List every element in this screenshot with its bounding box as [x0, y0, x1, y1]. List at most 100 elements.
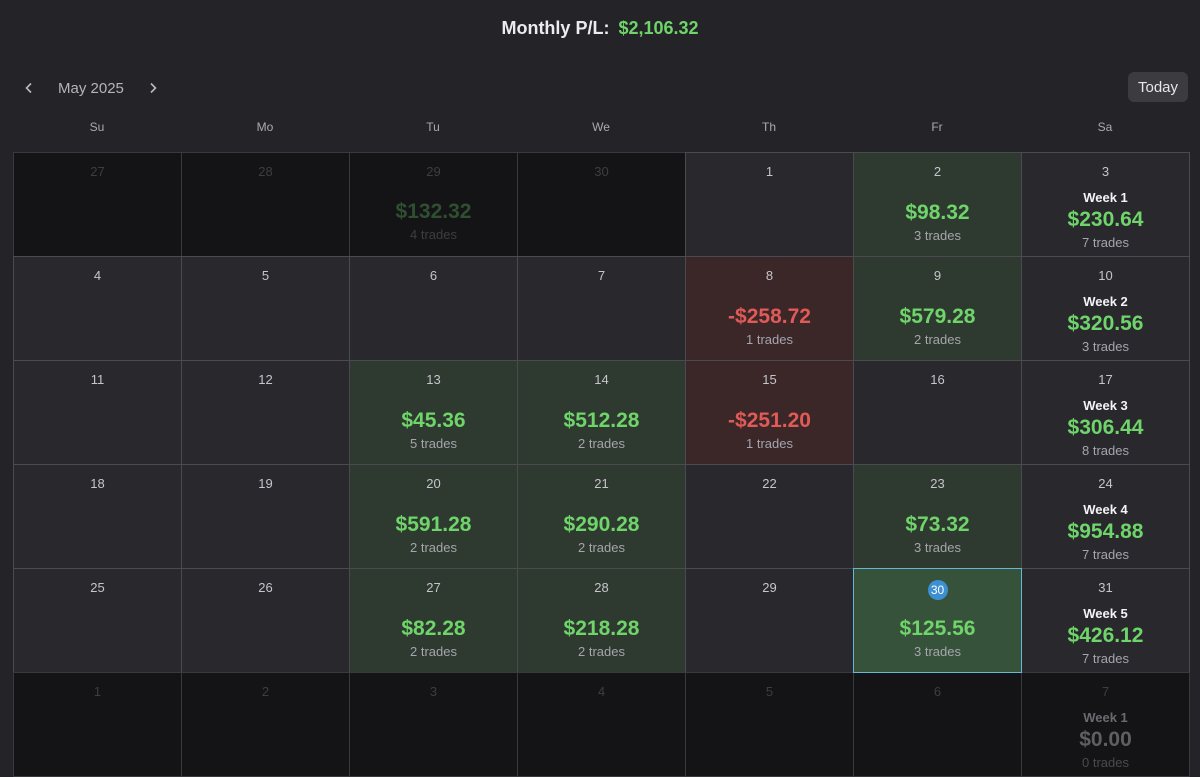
- week-summary-cell[interactable]: 7 Week 1 $0.00 0 trades: [1021, 672, 1190, 777]
- today-badge: 30: [927, 580, 948, 600]
- calendar-day-cell[interactable]: 2 $98.32 3 trades: [853, 152, 1022, 257]
- calendar-day-cell[interactable]: 28 $218.28 2 trades: [517, 568, 686, 673]
- day-trade-count: 3 trades: [914, 540, 961, 555]
- day-number: 16: [930, 372, 945, 387]
- calendar-day-cell[interactable]: 6: [853, 672, 1022, 777]
- calendar-day-cell[interactable]: 23 $73.32 3 trades: [853, 464, 1022, 569]
- day-pl-value: $290.28: [563, 513, 640, 536]
- calendar-day-cell[interactable]: 1: [13, 672, 182, 777]
- day-pl-value: $82.28: [401, 617, 466, 640]
- week-pl-value: $954.88: [1067, 520, 1144, 543]
- day-number: 21: [594, 476, 609, 491]
- day-trade-count: 2 trades: [578, 540, 625, 555]
- day-pl-value: $98.32: [905, 201, 970, 224]
- calendar-day-cell[interactable]: 4: [517, 672, 686, 777]
- calendar-day-cell[interactable]: 8 -$258.72 1 trades: [685, 256, 854, 361]
- week-pl-value: $306.44: [1067, 416, 1144, 439]
- calendar-day-cell[interactable]: 18: [13, 464, 182, 569]
- chevron-left-icon: [25, 82, 32, 94]
- day-number: 6: [933, 684, 942, 699]
- day-pl-value: $125.56: [899, 617, 976, 640]
- calendar-day-cell[interactable]: 27 $82.28 2 trades: [349, 568, 518, 673]
- calendar-day-cell[interactable]: 7: [517, 256, 686, 361]
- weekday-label: We: [592, 120, 610, 134]
- day-number: 8: [765, 268, 774, 283]
- week-summary-cell[interactable]: 17 Week 3 $306.44 8 trades: [1021, 360, 1190, 465]
- day-trade-count: 1 trades: [746, 332, 793, 347]
- day-number: 26: [258, 580, 273, 595]
- monthly-pl-header: Monthly P/L: $2,106.32: [0, 18, 1200, 39]
- calendar-day-cell[interactable]: 27: [13, 152, 182, 257]
- day-number: 24: [1098, 476, 1113, 491]
- day-pl-value: -$258.72: [728, 305, 811, 328]
- week-summary-cell[interactable]: 3 Week 1 $230.64 7 trades: [1021, 152, 1190, 257]
- next-month-button[interactable]: [138, 73, 168, 103]
- week-pl-value: $426.12: [1067, 624, 1144, 647]
- prev-month-button[interactable]: [14, 73, 44, 103]
- weekday-header-row: Su Mo Tu We Th Fr Sa: [13, 120, 1189, 134]
- day-number: 1: [765, 164, 774, 179]
- calendar-day-cell[interactable]: 22: [685, 464, 854, 569]
- week-label: Week 3: [1083, 398, 1128, 413]
- calendar-day-cell-today[interactable]: 30 $125.56 3 trades: [853, 568, 1022, 673]
- day-number: 31: [1098, 580, 1113, 595]
- calendar-day-cell[interactable]: 9 $579.28 2 trades: [853, 256, 1022, 361]
- calendar-day-cell[interactable]: 19: [181, 464, 350, 569]
- day-number: 15: [762, 372, 777, 387]
- day-number: 4: [93, 268, 102, 283]
- calendar-day-cell[interactable]: 26: [181, 568, 350, 673]
- today-button[interactable]: Today: [1128, 72, 1188, 102]
- day-pl-value: $132.32: [395, 200, 472, 223]
- current-month-label: May 2025: [58, 79, 124, 97]
- calendar-day-cell[interactable]: 5: [685, 672, 854, 777]
- calendar-day-cell[interactable]: 29 $132.32 4 trades: [349, 152, 518, 257]
- day-number: 7: [1101, 684, 1110, 699]
- day-pl-value: $73.32: [905, 513, 970, 536]
- calendar-day-cell[interactable]: 29: [685, 568, 854, 673]
- calendar-day-cell[interactable]: 2: [181, 672, 350, 777]
- day-number: 14: [594, 372, 609, 387]
- calendar-day-cell[interactable]: 3: [349, 672, 518, 777]
- week-trade-count: 7 trades: [1082, 235, 1129, 250]
- calendar-day-cell[interactable]: 28: [181, 152, 350, 257]
- day-trade-count: 2 trades: [914, 332, 961, 347]
- calendar-day-cell[interactable]: 4: [13, 256, 182, 361]
- calendar-day-cell[interactable]: 13 $45.36 5 trades: [349, 360, 518, 465]
- calendar-day-cell[interactable]: 30: [517, 152, 686, 257]
- day-number: 1: [93, 684, 102, 699]
- calendar-day-cell[interactable]: 25: [13, 568, 182, 673]
- weekday-label: Fr: [931, 120, 943, 134]
- week-trade-count: 7 trades: [1082, 547, 1129, 562]
- calendar-day-cell[interactable]: 20 $591.28 2 trades: [349, 464, 518, 569]
- weekday-label: Th: [761, 120, 776, 134]
- calendar-day-cell[interactable]: 21 $290.28 2 trades: [517, 464, 686, 569]
- week-pl-value: $320.56: [1067, 312, 1144, 335]
- weekday-label: Sa: [1097, 120, 1113, 134]
- day-number: 2: [261, 684, 270, 699]
- calendar-day-cell[interactable]: 14 $512.28 2 trades: [517, 360, 686, 465]
- week-summary-cell[interactable]: 31 Week 5 $426.12 7 trades: [1021, 568, 1190, 673]
- week-label: Week 1: [1083, 190, 1128, 205]
- calendar-day-cell[interactable]: 5: [181, 256, 350, 361]
- week-label: Week 4: [1083, 502, 1128, 517]
- calendar-day-cell[interactable]: 16: [853, 360, 1022, 465]
- week-summary-cell[interactable]: 24 Week 4 $954.88 7 trades: [1021, 464, 1190, 569]
- day-number: 19: [258, 476, 273, 491]
- day-pl-value: $218.28: [563, 617, 640, 640]
- day-trade-count: 2 trades: [410, 540, 457, 555]
- day-number: 11: [90, 372, 105, 387]
- week-pl-value: $0.00: [1079, 728, 1132, 751]
- day-number: 6: [429, 268, 438, 283]
- day-number: 3: [429, 684, 438, 699]
- calendar-day-cell[interactable]: 11: [13, 360, 182, 465]
- day-number: 2: [933, 164, 942, 179]
- day-number: 10: [1098, 268, 1113, 283]
- week-label: Week 5: [1083, 606, 1128, 621]
- day-pl-value: $579.28: [899, 305, 976, 328]
- day-number: 27: [90, 164, 105, 179]
- calendar-day-cell[interactable]: 1: [685, 152, 854, 257]
- calendar-day-cell[interactable]: 6: [349, 256, 518, 361]
- week-summary-cell[interactable]: 10 Week 2 $320.56 3 trades: [1021, 256, 1190, 361]
- calendar-day-cell[interactable]: 12: [181, 360, 350, 465]
- calendar-day-cell[interactable]: 15 -$251.20 1 trades: [685, 360, 854, 465]
